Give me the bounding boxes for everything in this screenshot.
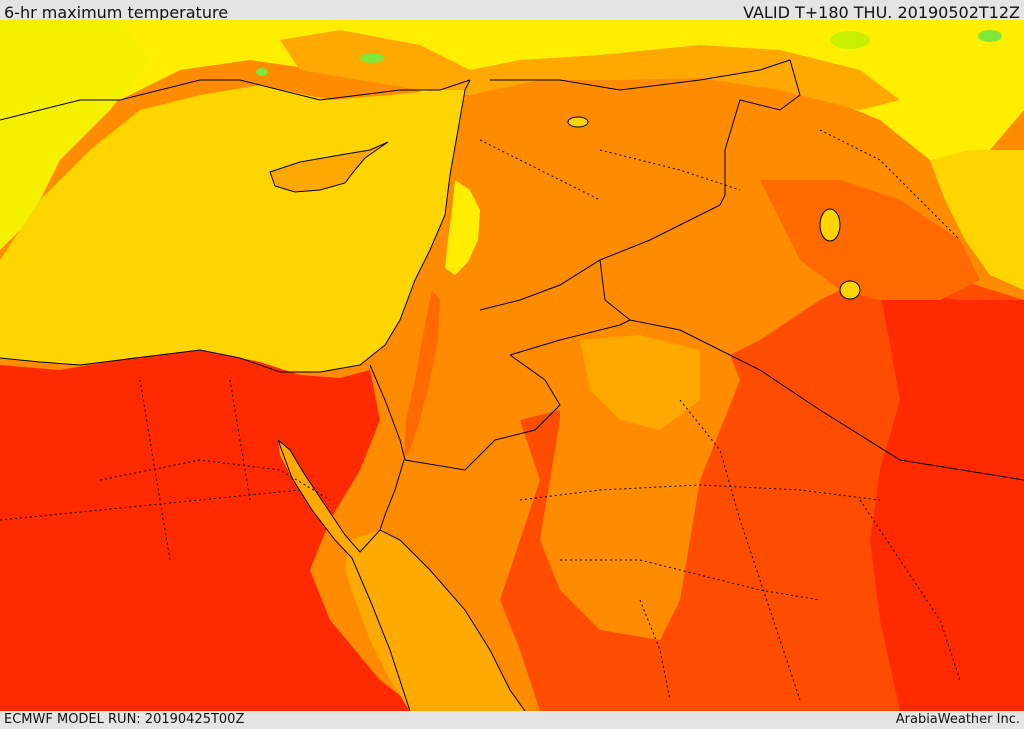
map-title: 6-hr maximum temperature [4, 3, 229, 22]
country-borders [369, 59, 1024, 481]
lake-tharthar [819, 208, 841, 242]
jordan-valley [404, 290, 440, 460]
cool-spot-anatolia [360, 53, 384, 63]
cool-spot-northeast [830, 31, 870, 49]
model-run-label: ECMWF MODEL RUN: 20190425T00Z [4, 712, 245, 727]
plateau-light-orange [580, 335, 700, 430]
lake-habbaniyah [839, 280, 861, 300]
cyprus-island [269, 141, 389, 193]
aegean-yellow-zone [0, 20, 150, 250]
cool-spot-north [978, 30, 1002, 42]
coastlines [0, 79, 526, 711]
zagros-yellow-band [930, 150, 1024, 290]
valid-time-label: VALID T+180 THU. 20190502T12Z [743, 3, 1020, 22]
gulf-of-suez [278, 440, 360, 558]
credit-label: ArabiaWeather Inc. [895, 712, 1020, 727]
levant-coast-strip [445, 180, 480, 275]
cool-spot-west [256, 68, 268, 76]
mesopotamia-orange-zone [760, 180, 980, 300]
egypt-red-zone [0, 350, 420, 711]
red-sea [345, 530, 525, 711]
lake-assad [567, 116, 589, 128]
province-boundaries [0, 129, 961, 701]
eastern-red-zone [870, 290, 1024, 711]
temperature-map [0, 20, 1024, 711]
